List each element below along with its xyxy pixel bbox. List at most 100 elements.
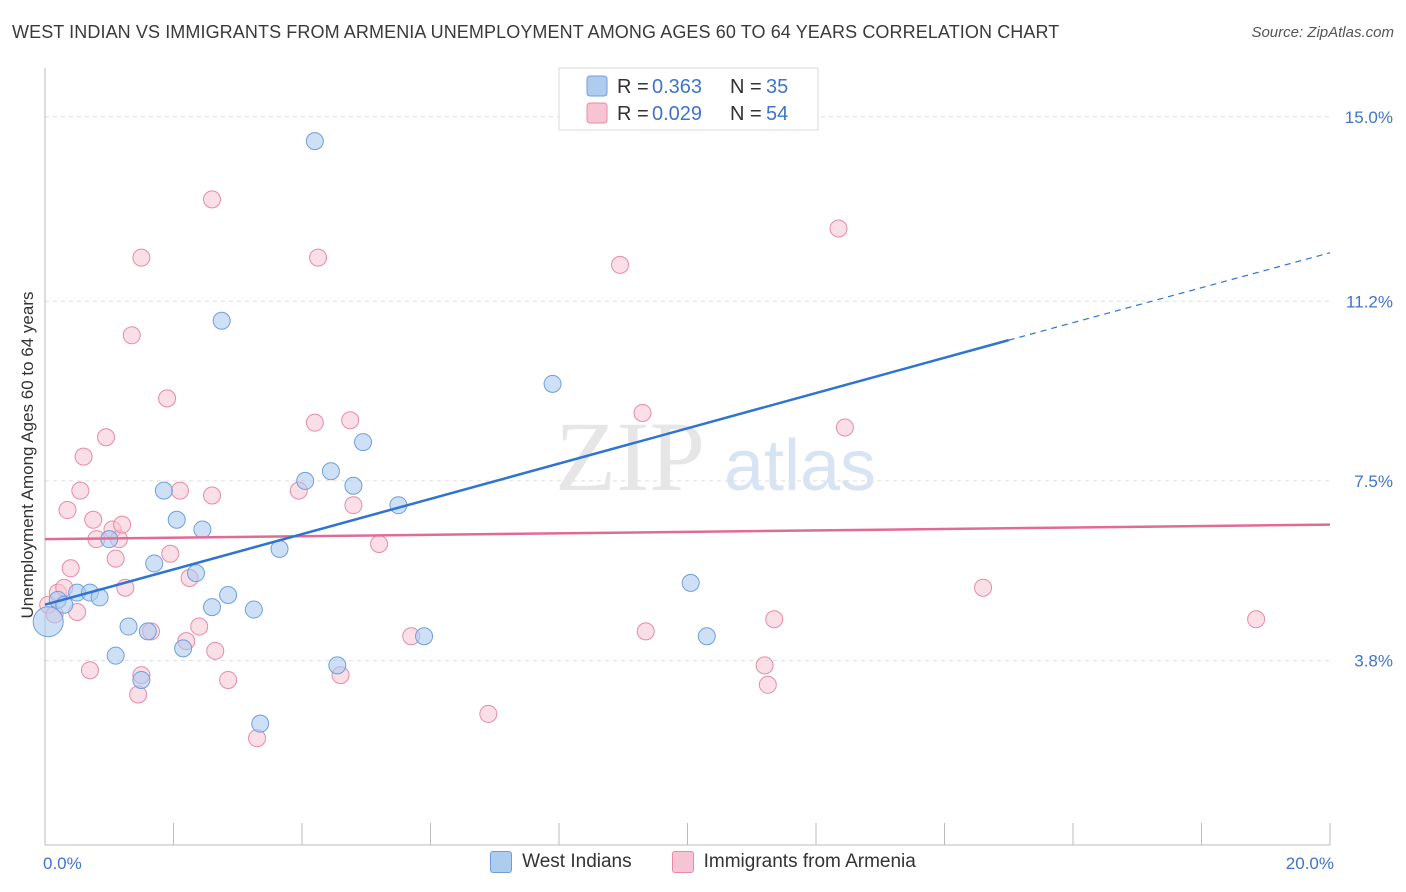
armenia-point — [344, 496, 363, 515]
armenia-point — [203, 486, 222, 505]
west-indians-point — [328, 656, 347, 675]
west-indians-point — [415, 627, 434, 646]
west-indians-point — [203, 598, 222, 617]
west-indians-point — [219, 585, 238, 604]
west-indians-point — [32, 606, 64, 638]
armenia-point — [219, 670, 238, 689]
west-indians-point — [681, 573, 700, 592]
west-indians-point — [543, 374, 562, 393]
armenia-point — [755, 656, 774, 675]
legend-r-label-1: R = — [617, 76, 649, 98]
armenia-point — [74, 447, 93, 466]
armenia-trend-line — [44, 523, 1331, 541]
armenia-point — [835, 418, 854, 437]
armenia-point — [158, 389, 177, 408]
armenia-point — [170, 481, 189, 500]
armenia-point — [611, 255, 630, 274]
y-tick-label: 15.0% — [1345, 108, 1393, 127]
watermark-atlas: atlas — [724, 426, 876, 506]
legend-item-west-indians[interactable]: West Indians — [490, 851, 632, 873]
armenia-point — [633, 403, 652, 422]
armenia-point — [305, 413, 324, 432]
west-indians-point — [697, 627, 716, 646]
armenia-point — [765, 610, 784, 629]
y-axis-label: Unemployment Among Ages 60 to 64 years — [18, 292, 37, 619]
armenia-point — [132, 248, 151, 267]
legend-n-value-1: 35 — [766, 76, 788, 98]
west-indians-point — [212, 311, 231, 330]
legend-swatch-armenia — [671, 851, 694, 873]
y-tick-label: 7.5% — [1354, 472, 1393, 491]
west-indians-point — [193, 520, 212, 539]
legend-item-armenia[interactable]: Immigrants from Armenia — [671, 851, 916, 873]
chart-title: WEST INDIAN VS IMMIGRANTS FROM ARMENIA U… — [12, 22, 1060, 42]
armenia-point — [479, 704, 498, 723]
tick-labels: 3.8% 7.5% 11.2% 15.0% 0.0% 20.0% — [43, 108, 1393, 873]
west-indians-point — [305, 132, 324, 151]
legend-r-label-2: R = — [617, 103, 649, 125]
armenia-point — [206, 641, 225, 660]
armenia-point — [829, 219, 848, 238]
armenia-point — [161, 544, 180, 563]
legend-box: R = 0.363 N = 35 R = 0.029 N = 54 — [558, 67, 819, 131]
armenia-point — [84, 510, 103, 529]
legend-r-value-2: 0.029 — [652, 103, 702, 125]
armenia-point — [758, 675, 777, 694]
armenia-point — [58, 501, 77, 520]
west-indians-point — [344, 476, 363, 495]
legend-r-value-1: 0.363 — [652, 76, 702, 98]
west-indians-point — [174, 639, 193, 658]
y-tick-label: 3.8% — [1354, 652, 1393, 671]
armenia-point — [248, 729, 267, 748]
legend-swatch-pink — [586, 102, 608, 124]
watermark: ZIP atlas — [555, 401, 876, 512]
armenia-point — [106, 549, 125, 568]
armenia-point — [80, 661, 99, 680]
armenia-point — [113, 515, 132, 534]
legend-swatch-blue — [586, 75, 608, 97]
armenia-point — [61, 559, 80, 578]
west-indians-point — [119, 617, 138, 636]
west-indians-point — [132, 670, 151, 689]
x-tick-label: 0.0% — [43, 854, 82, 873]
armenia-point — [190, 617, 209, 636]
legend-swatch-west-indians — [490, 851, 513, 873]
armenia-point — [122, 326, 141, 345]
x-tick-label: 20.0% — [1286, 854, 1334, 873]
y-tick-label: 11.2% — [1346, 292, 1393, 311]
trend-lines — [44, 252, 1331, 606]
west-indians-point — [354, 433, 373, 452]
legend-label-armenia: Immigrants from Armenia — [703, 851, 916, 872]
source-credit: Source: ZipAtlas.com — [1251, 24, 1394, 41]
armenia-point — [341, 411, 360, 430]
west-indians-trend-extension — [1008, 252, 1331, 341]
west-indians-point — [251, 714, 270, 733]
armenia-point — [71, 481, 90, 500]
armenia-point — [97, 428, 116, 447]
west-indians-point — [106, 646, 125, 665]
armenia-point — [636, 622, 655, 641]
west-indians-point — [145, 554, 164, 573]
legend-n-label-2: N = — [730, 103, 762, 125]
west-indians-point — [321, 462, 340, 481]
bottom-legend: West Indians Immigrants from Armenia — [0, 851, 1406, 873]
watermark-zip: ZIP — [555, 401, 705, 512]
legend-label-west-indians: West Indians — [522, 851, 632, 872]
west-indians-point — [186, 564, 205, 583]
west-indians-point — [167, 510, 186, 529]
armenia-point — [129, 685, 148, 704]
series-west-indians-points — [32, 132, 716, 733]
west-indians-trend-line — [44, 338, 1010, 606]
west-indians-point — [296, 471, 315, 490]
armenia-point — [1247, 610, 1266, 629]
armenia-point — [309, 248, 328, 267]
axes — [44, 68, 1331, 846]
legend-n-value-2: 54 — [766, 103, 788, 125]
armenia-point — [974, 578, 993, 597]
west-indians-point — [154, 481, 173, 500]
legend-n-label-1: N = — [730, 76, 762, 98]
armenia-point — [370, 535, 389, 554]
west-indians-point — [244, 600, 263, 619]
series-armenia-points — [39, 190, 1266, 748]
